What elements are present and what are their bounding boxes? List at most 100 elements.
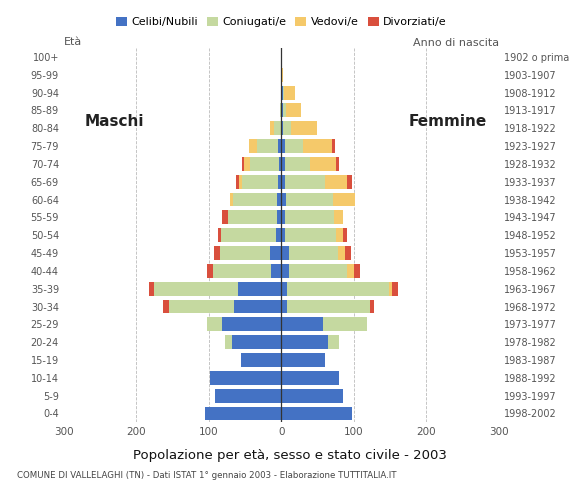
Bar (334, 210, 343, 224)
Bar (303, 139, 332, 153)
Bar (336, 228, 343, 242)
Bar (325, 175, 347, 189)
Bar (345, 246, 351, 260)
Bar (328, 335, 339, 349)
Bar (280, 104, 281, 117)
Bar (281, 157, 285, 171)
Bar (281, 175, 285, 189)
Bar (310, 157, 336, 171)
Bar (285, 139, 303, 153)
Bar (222, 317, 281, 331)
Bar (169, 300, 234, 313)
Bar (281, 68, 283, 82)
Bar (232, 335, 281, 349)
Bar (284, 85, 295, 99)
Text: COMUNE DI VALLELAGHI (TN) - Dati ISTAT 1° gennaio 2003 - Elaborazione TUTTITALIA: COMUNE DI VALLELAGHI (TN) - Dati ISTAT 1… (17, 471, 397, 480)
Bar (257, 139, 278, 153)
Bar (281, 300, 287, 313)
Bar (371, 300, 374, 313)
Bar (287, 300, 371, 313)
Bar (281, 335, 328, 349)
Bar (271, 264, 281, 278)
Bar (281, 353, 325, 367)
Bar (281, 121, 283, 135)
Bar (279, 157, 281, 171)
Bar (277, 192, 281, 206)
Bar (270, 246, 281, 260)
Bar (235, 175, 238, 189)
Bar (278, 175, 281, 189)
Bar (277, 210, 281, 224)
Bar (347, 264, 354, 278)
Bar (276, 228, 281, 242)
Bar (270, 121, 274, 135)
Bar (210, 371, 281, 385)
Bar (281, 282, 287, 296)
Bar (154, 282, 238, 296)
Legend: Celibi/Nubili, Coniugati/e, Vedovi/e, Divorziati/e: Celibi/Nubili, Coniugati/e, Vedovi/e, Di… (111, 12, 451, 32)
Bar (343, 228, 347, 242)
Bar (148, 282, 154, 296)
Bar (208, 264, 213, 278)
Bar (163, 300, 169, 313)
Bar (289, 264, 347, 278)
Bar (332, 139, 335, 153)
Bar (242, 157, 244, 171)
Bar (208, 317, 222, 331)
Bar (291, 121, 317, 135)
Bar (283, 121, 291, 135)
Bar (221, 228, 276, 242)
Bar (281, 210, 285, 224)
Text: Popolazione per età, sesso e stato civile - 2003: Popolazione per età, sesso e stato civil… (133, 449, 447, 462)
Text: Maschi: Maschi (85, 114, 144, 129)
Bar (244, 157, 250, 171)
Bar (250, 157, 279, 171)
Bar (281, 317, 324, 331)
Bar (213, 264, 271, 278)
Bar (238, 175, 242, 189)
Bar (281, 407, 353, 420)
Bar (287, 282, 389, 296)
Bar (281, 389, 343, 403)
Bar (238, 282, 281, 296)
Bar (283, 104, 287, 117)
Bar (285, 210, 334, 224)
Bar (289, 246, 338, 260)
Bar (281, 139, 285, 153)
Bar (281, 246, 289, 260)
Bar (225, 335, 232, 349)
Bar (249, 139, 257, 153)
Bar (205, 407, 281, 420)
Text: Anno di nascita: Anno di nascita (413, 38, 499, 48)
Bar (278, 139, 281, 153)
Bar (234, 300, 281, 313)
Bar (281, 264, 289, 278)
Bar (336, 157, 339, 171)
Bar (347, 175, 353, 189)
Bar (287, 104, 301, 117)
Bar (233, 192, 277, 206)
Bar (274, 121, 281, 135)
Bar (281, 104, 283, 117)
Text: Età: Età (64, 37, 82, 47)
Text: Femmine: Femmine (409, 114, 487, 129)
Bar (354, 264, 360, 278)
Bar (392, 282, 398, 296)
Bar (227, 210, 277, 224)
Bar (220, 246, 270, 260)
Bar (285, 157, 310, 171)
Bar (285, 175, 325, 189)
Bar (286, 192, 333, 206)
Bar (285, 228, 336, 242)
Bar (222, 210, 227, 224)
Bar (283, 85, 284, 99)
Bar (389, 282, 392, 296)
Bar (281, 192, 286, 206)
Bar (214, 246, 220, 260)
Bar (215, 389, 281, 403)
Bar (241, 353, 281, 367)
Bar (281, 371, 339, 385)
Bar (242, 175, 278, 189)
Bar (230, 192, 233, 206)
Bar (281, 228, 285, 242)
